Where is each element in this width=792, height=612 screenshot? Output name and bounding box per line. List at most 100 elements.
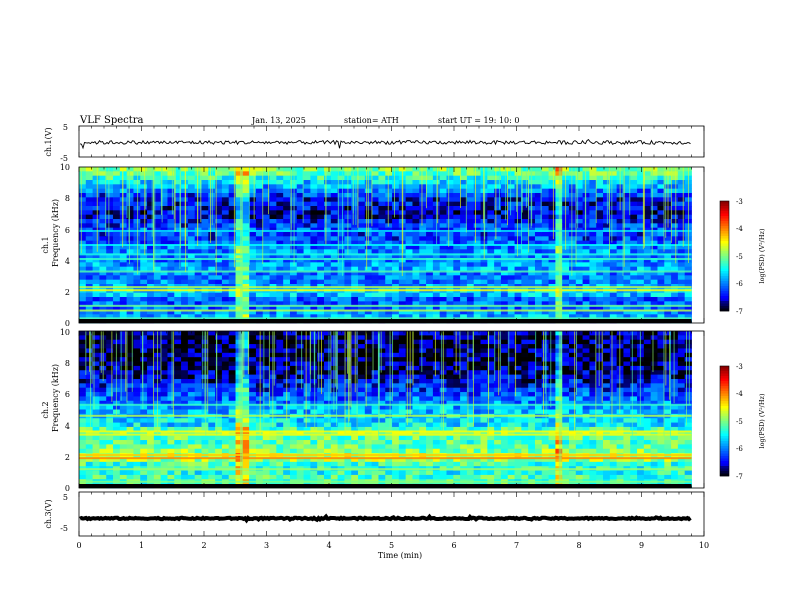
spectrogram-cell xyxy=(119,474,128,480)
spectrogram-cell xyxy=(603,184,611,190)
spectrogram-cell xyxy=(276,301,284,307)
spectrogram-cell xyxy=(255,175,264,181)
spectrogram-cell xyxy=(603,206,611,211)
spectrogram-cell xyxy=(473,301,481,307)
spectrogram-cell xyxy=(351,188,359,194)
spectrogram-cell xyxy=(487,184,495,190)
spectrogram-cell xyxy=(221,223,230,229)
spectrogram-cell xyxy=(92,210,100,216)
spectrogram-cell xyxy=(317,448,325,454)
spectrogram-cell xyxy=(446,301,454,307)
spectrogram-cell xyxy=(324,365,332,371)
spectrogram-cell xyxy=(106,214,114,220)
spectrogram-cell xyxy=(242,240,250,246)
spectrogram-cell xyxy=(85,314,94,320)
spectrogram-cell xyxy=(221,314,230,320)
ch1-ytick: 2 xyxy=(65,288,70,297)
spectrogram-cell xyxy=(562,301,570,307)
spectrogram-cell xyxy=(79,418,87,423)
spectrogram-cell xyxy=(324,253,332,259)
spectrogram-cell xyxy=(255,344,264,349)
spectrogram-cell xyxy=(228,365,236,371)
spectrogram-cell xyxy=(453,292,461,298)
spectrogram-cell xyxy=(215,474,223,480)
spectrogram-cell xyxy=(405,180,413,185)
spectrogram-cell xyxy=(92,275,100,281)
spectrogram-cell xyxy=(133,236,141,242)
spectrogram-cell xyxy=(500,271,509,276)
colorbar-step xyxy=(720,263,729,267)
spectrogram-cell xyxy=(296,435,304,441)
sferic-streak xyxy=(483,167,485,259)
spectrogram-cell xyxy=(643,305,652,311)
spectrogram-cell xyxy=(589,201,597,207)
spectrogram-cell xyxy=(473,297,481,302)
spectrogram-cell xyxy=(242,310,250,315)
spectrogram-cell xyxy=(324,266,332,272)
spectrogram-cell xyxy=(153,305,162,311)
spectrogram-cell xyxy=(487,232,495,237)
spectrogram-cell xyxy=(507,266,515,272)
spectrogram-cell xyxy=(174,262,182,268)
colorbar-step xyxy=(720,228,729,232)
spectrogram-cell xyxy=(133,474,141,480)
spectrogram-cell xyxy=(650,275,658,281)
spectrogram-cell xyxy=(310,474,318,480)
spectrogram-cell xyxy=(657,197,665,203)
spectrogram-cell xyxy=(147,440,155,445)
spectrogram-cell xyxy=(466,310,475,315)
spectrogram-cell xyxy=(262,223,270,229)
spectrogram-cell xyxy=(79,400,87,406)
spectrogram-cell xyxy=(426,206,434,211)
spectrogram-cell xyxy=(255,405,264,410)
spectrogram-cell xyxy=(460,210,468,216)
spectrogram-cell xyxy=(283,180,291,185)
spectrogram-cell xyxy=(187,245,196,250)
colorbar-step xyxy=(720,203,729,207)
sferic-streak xyxy=(174,167,176,232)
spectrogram-cell xyxy=(412,253,420,259)
spectrogram-cell xyxy=(249,387,257,393)
spectrogram-cell xyxy=(147,426,155,432)
spectrogram-cell xyxy=(677,167,686,172)
spectrogram-cell xyxy=(534,210,543,216)
spectrogram-cell xyxy=(242,206,250,211)
spectrogram-cell xyxy=(405,175,413,181)
spectrogram-cell xyxy=(283,210,291,216)
spectrogram-cell xyxy=(221,279,230,285)
spectrogram-cell xyxy=(317,206,325,211)
spectrogram-cell xyxy=(249,232,257,237)
spectrogram-cell xyxy=(255,297,264,302)
spectrogram-cell xyxy=(255,348,264,354)
spectrogram-cell xyxy=(201,275,209,281)
spectrogram-cell xyxy=(589,253,597,259)
spectrogram-cell xyxy=(276,331,284,336)
spectrogram-cell xyxy=(140,240,148,246)
spectrogram-cell xyxy=(215,396,223,402)
spectrogram-cell xyxy=(351,245,359,250)
spectrogram-cell xyxy=(140,310,148,315)
spectrogram-cell xyxy=(249,374,257,380)
spectrogram-cell xyxy=(276,440,284,445)
spectrogram-cell xyxy=(221,365,230,371)
spectrogram-cell xyxy=(92,461,100,467)
sferic-streak xyxy=(643,167,645,248)
spectrogram-cell xyxy=(344,301,352,307)
spectrogram-cell xyxy=(201,236,209,242)
ch1-colorbar-tick: -4 xyxy=(736,225,743,233)
spectrogram-cell xyxy=(126,240,134,246)
spectrogram-cell xyxy=(262,292,270,298)
spectrogram-cell xyxy=(303,206,311,211)
spectrogram-cell xyxy=(283,440,291,445)
spectrogram-cell xyxy=(113,262,121,268)
spectrogram-cell xyxy=(575,210,584,216)
spectrogram-cell xyxy=(215,409,223,415)
spectrogram-cell xyxy=(119,236,128,242)
spectrogram-cell xyxy=(119,262,128,268)
spectrogram-cell xyxy=(283,214,291,220)
spectrogram-cell xyxy=(106,292,114,298)
spectrogram-cell xyxy=(494,297,502,302)
sferic-streak xyxy=(171,167,173,215)
spectrogram-cell xyxy=(296,426,304,432)
spectrogram-cell xyxy=(147,271,155,276)
